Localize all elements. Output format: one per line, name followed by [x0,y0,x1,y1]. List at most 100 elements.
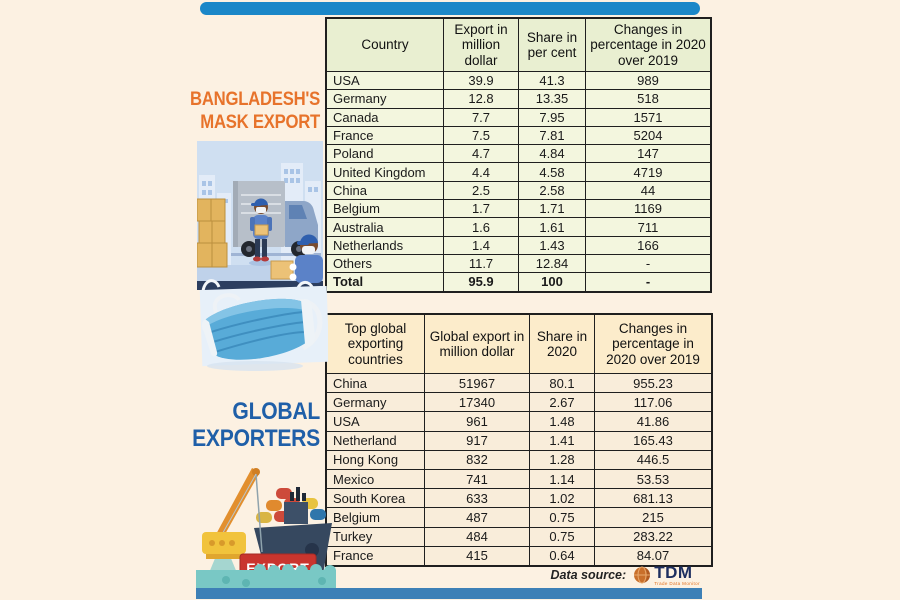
cell-change: 955.23 [594,372,713,394]
table-row: United Kingdom 4.4 4.58 4719 [325,162,712,182]
table-total-row: Total 95.9 100 - [325,272,712,293]
tdm-logo: TDM Trade Data Monitor [633,564,700,587]
mask-export-table: Country Export in million dollar Share i… [325,17,712,293]
table-row: Belgium 487 0.75 215 [325,507,713,528]
section-title-global-exporters: GLOBAL EXPORTERS [162,398,320,452]
cell-change: 1571 [585,107,712,127]
table-row: Hong Kong 832 1.28 446.5 [325,449,713,470]
data-source-label: Data source: [550,568,627,583]
table-row: Netherlands 1.4 1.43 166 [325,235,712,255]
cell-country: Netherlands [325,235,444,255]
cell-share: 2.58 [518,180,586,201]
cell-export: 1.6 [443,217,519,237]
col-header-country: Country [325,17,444,72]
cell-change: - [585,272,712,293]
table-row: South Korea 633 1.02 681.13 [325,488,713,509]
cell-export: 1.7 [443,199,519,219]
cell-share: 12.84 [518,253,586,274]
cell-export: 415 [424,545,530,567]
cell-country: South Korea [325,488,425,509]
table-row: Netherland 917 1.41 165.43 [325,430,713,451]
col-header-changes: Changes in percentage in 2020 over 2019 [585,17,712,72]
cell-share: 0.75 [529,507,595,528]
cell-export: 633 [424,488,530,509]
cell-share: 4.58 [518,162,586,182]
table-row: Canada 7.7 7.95 1571 [325,107,712,127]
cell-change: - [585,253,712,274]
cell-change: 681.13 [594,488,713,509]
crane-ship-export-illustration: EXPORT [196,452,336,588]
cell-share: 1.28 [529,449,595,470]
cell-change: 53.53 [594,468,713,490]
col-header-country: Top global exporting countries [325,313,425,374]
cell-share: 1.61 [518,217,586,237]
table-row: Australia 1.6 1.61 711 [325,217,712,237]
bottom-accent-bar [196,588,702,599]
tdm-logo-tagline: Trade Data Monitor [654,581,700,586]
truck-scene-icon [196,141,323,292]
cell-share: 1.02 [529,488,595,509]
cell-country: Germany [325,392,425,413]
cell-country: France [325,545,425,567]
cell-export: 95.9 [443,272,519,293]
tdm-logo-text-wrap: TDM Trade Data Monitor [654,564,700,587]
table-row: Belgium 1.7 1.71 1169 [325,199,712,219]
table-row: China 2.5 2.58 44 [325,180,712,201]
tdm-logo-text: TDM [654,563,693,582]
globe-icon [634,566,651,584]
col-header-changes: Changes in percentage in 2020 over 2019 [594,313,713,374]
cell-export: 484 [424,526,530,547]
cell-change: 44 [585,180,712,201]
cell-country: United Kingdom [325,162,444,182]
cell-share: 0.75 [529,526,595,547]
cell-country: Mexico [325,468,425,490]
cell-country: Total [325,272,444,293]
col-header-share: Share in 2020 [529,313,595,374]
cell-country: Belgium [325,507,425,528]
table-row: France 7.5 7.81 5204 [325,125,712,146]
cell-country: USA [325,70,444,91]
cell-share: 1.43 [518,235,586,255]
cell-change: 989 [585,70,712,91]
cell-export: 2.5 [443,180,519,201]
cell-export: 487 [424,507,530,528]
cell-country: Germany [325,89,444,109]
cell-country: Australia [325,217,444,237]
cell-share: 80.1 [529,372,595,394]
cell-change: 41.86 [594,411,713,432]
cell-country: France [325,125,444,146]
cell-country: China [325,372,425,394]
cell-country: Canada [325,107,444,127]
cell-country: Belgium [325,199,444,219]
cell-country: Poland [325,144,444,164]
table-row: Poland 4.7 4.84 147 [325,144,712,164]
data-source-row: Data source: TDM Trade Data Monitor [505,564,700,587]
cell-share: 7.95 [518,107,586,127]
cell-share: 1.48 [529,411,595,432]
cell-share: 13.35 [518,89,586,109]
cell-change: 5204 [585,125,712,146]
cell-share: 0.64 [529,545,595,567]
workers-loading-truck-illustration [196,141,323,293]
table-row: Turkey 484 0.75 283.22 [325,526,713,547]
cell-country: USA [325,411,425,432]
cell-export: 12.8 [443,89,519,109]
section-title-bangladesh-mask-export: BANGLADESH'S MASK EXPORT [179,88,320,134]
cell-export: 4.7 [443,144,519,164]
cell-export: 741 [424,468,530,490]
cell-country: China [325,180,444,201]
cell-share: 1.14 [529,468,595,490]
face-mask-illustration [193,285,330,380]
cell-export: 7.7 [443,107,519,127]
cell-country: Turkey [325,526,425,547]
top-accent-bar [200,2,700,15]
cell-export: 961 [424,411,530,432]
cell-change: 84.07 [594,545,713,567]
cell-change: 147 [585,144,712,164]
cell-share: 1.41 [529,430,595,451]
crane-ship-icon: EXPORT [196,468,336,588]
title-line: EXPORTERS [192,425,320,452]
cell-export: 11.7 [443,253,519,274]
cell-change: 117.06 [594,392,713,413]
cell-change: 283.22 [594,526,713,547]
